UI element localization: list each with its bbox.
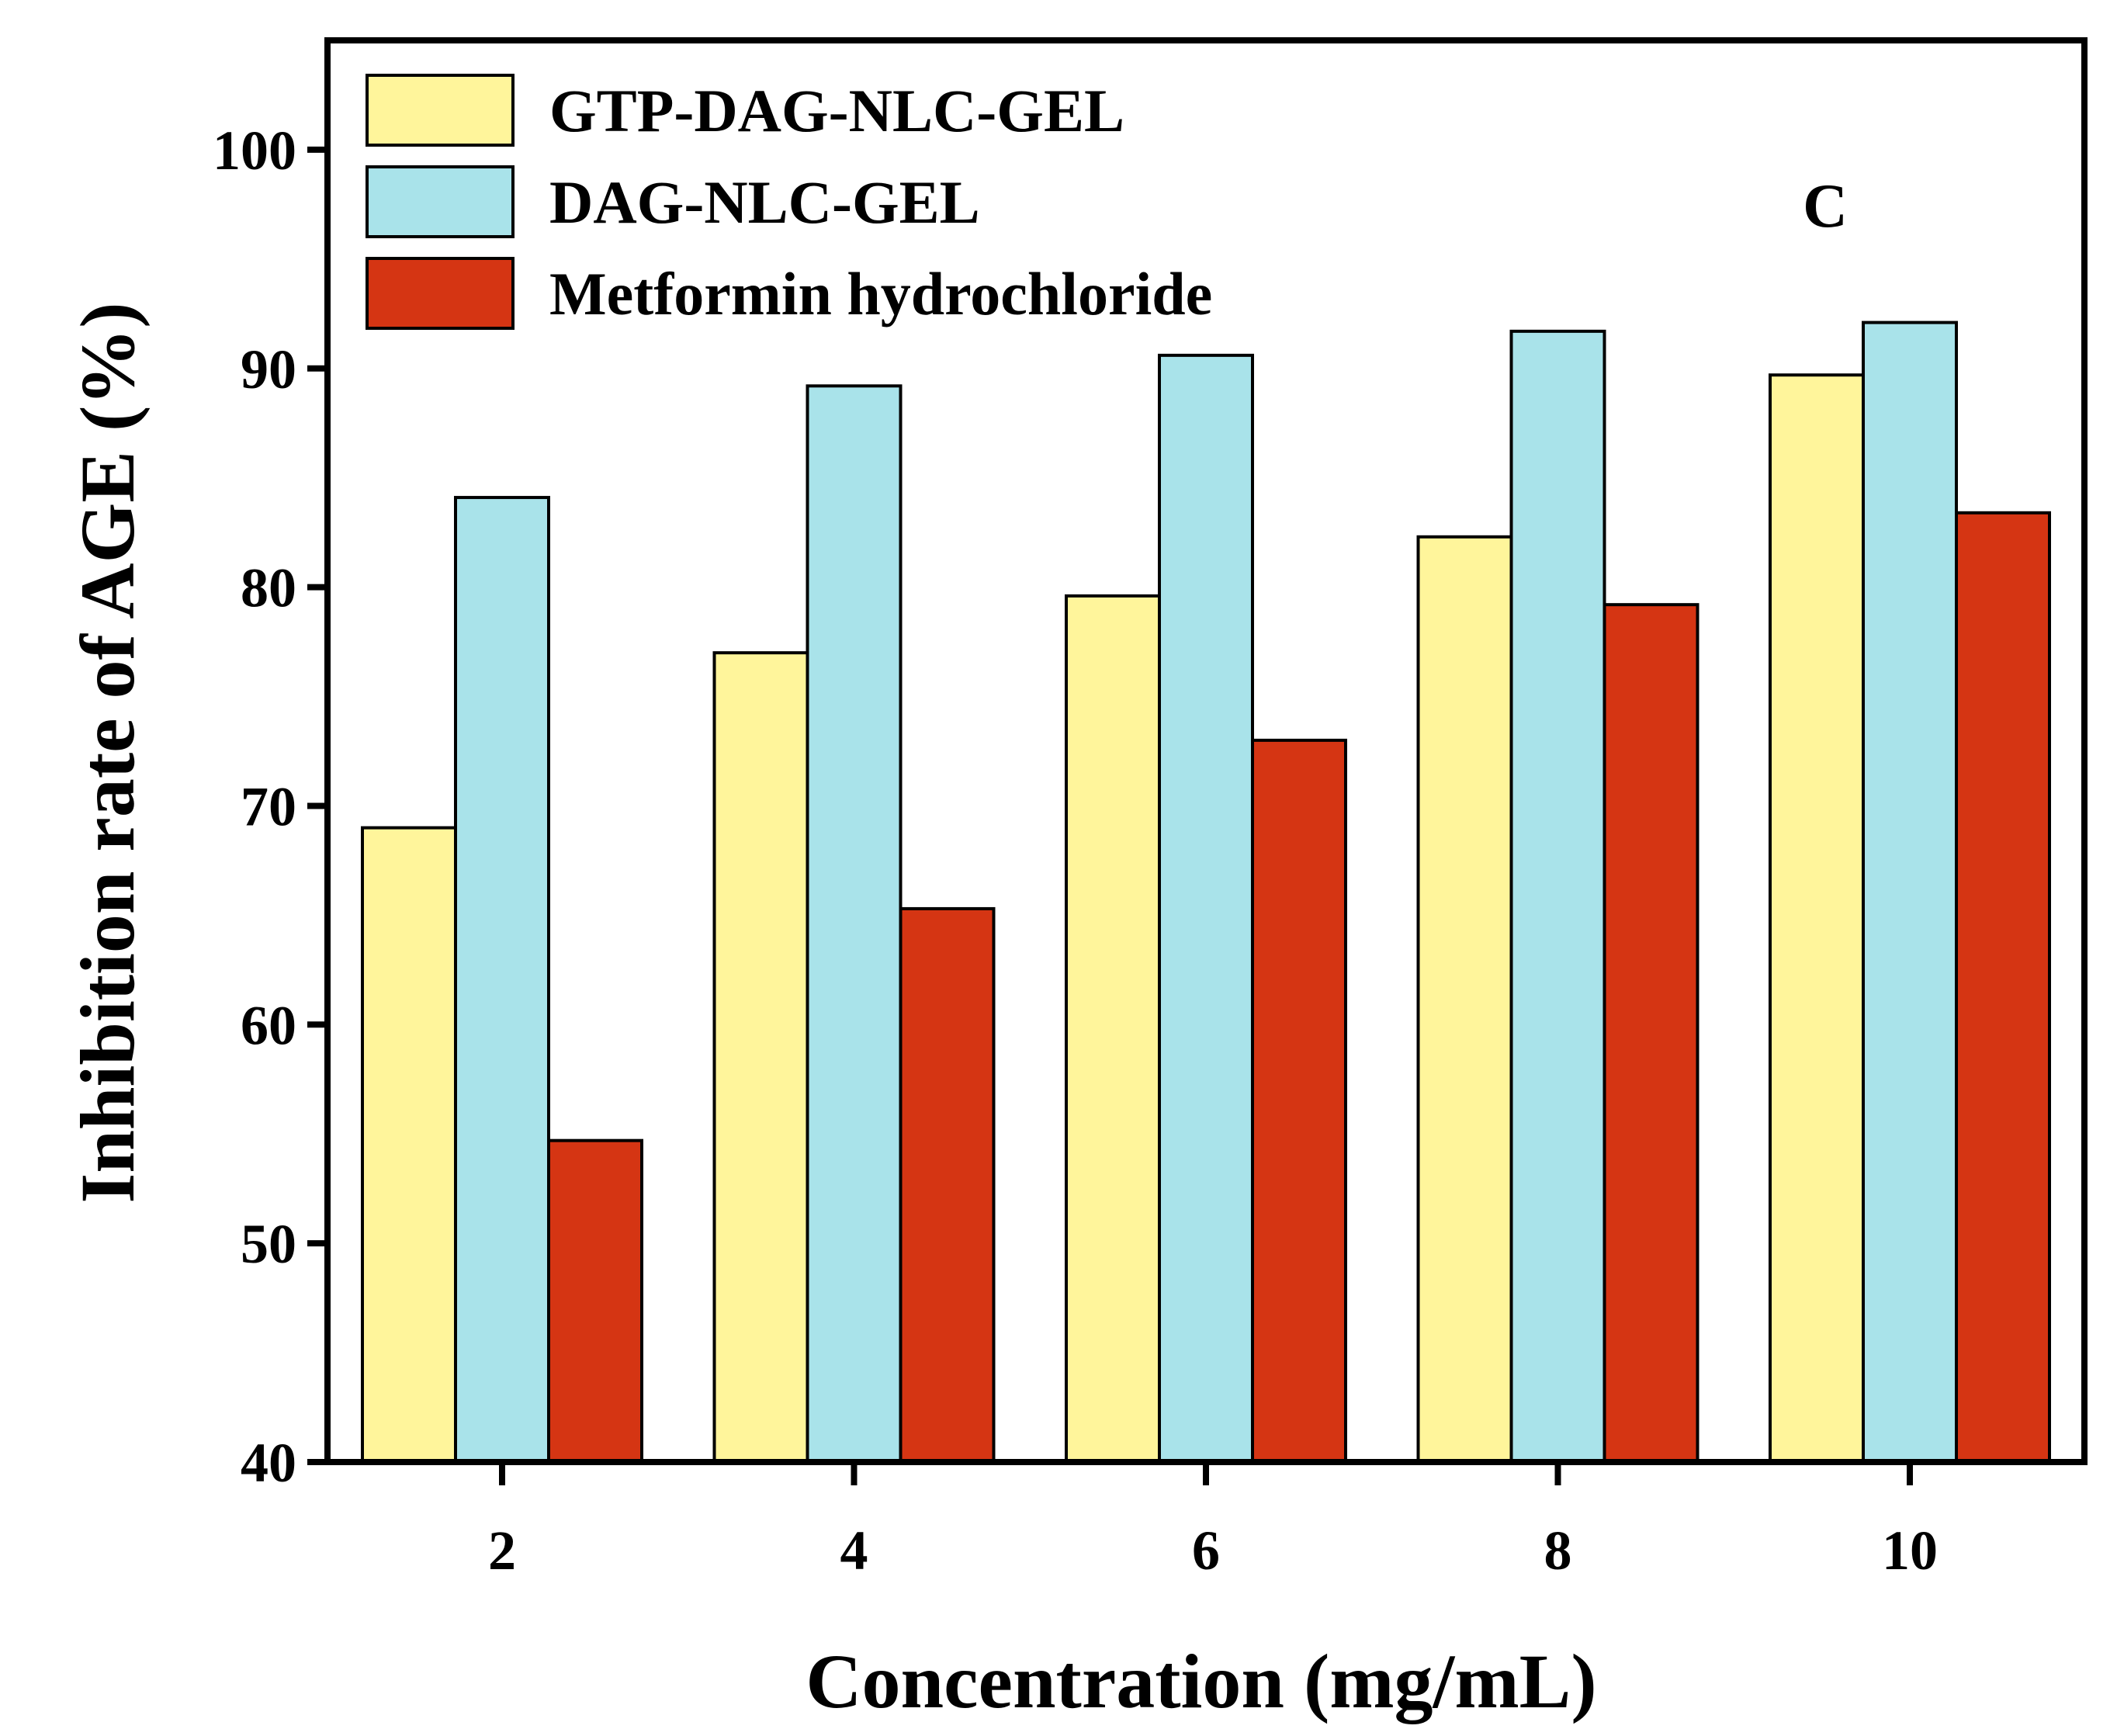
bar-2-cat-2 <box>454 496 550 1464</box>
axes-layer <box>307 37 2088 1485</box>
bar-3-cat-6 <box>1251 738 1347 1464</box>
legend-label-2: DAG-NLC-GEL <box>549 168 980 236</box>
legend-label-3: Metformin hydrochloride <box>549 260 1212 327</box>
y-tick-label-60: 60 <box>241 994 296 1056</box>
legend-swatch-2 <box>366 165 515 238</box>
x-tick-label-8: 8 <box>1544 1519 1572 1582</box>
y-tick-label-90: 90 <box>241 338 296 400</box>
y-axis-title: Inhibition rate of AGE (%) <box>64 302 151 1203</box>
legend-swatch-3 <box>366 257 515 330</box>
bar-1-cat-2 <box>361 826 457 1464</box>
y-tick-label-80: 80 <box>241 557 296 619</box>
panel-label: C <box>1803 172 1848 241</box>
legend-swatch-1 <box>366 74 515 147</box>
y-tick-label-40: 40 <box>241 1432 296 1494</box>
y-tick-labels: 40 50 60 70 80 90 100 <box>213 120 296 1494</box>
bars-layer <box>361 321 2051 1464</box>
x-tick-labels: 2 4 6 8 10 <box>488 1519 1938 1582</box>
bar-3-cat-2 <box>547 1138 643 1464</box>
x-tick-label-6: 6 <box>1192 1519 1220 1582</box>
bar-1-cat-10 <box>1769 373 1865 1464</box>
x-axis-title: Concentration (mg/mL) <box>806 1638 1596 1724</box>
bar-1-cat-4 <box>712 651 809 1464</box>
bar-2-cat-10 <box>1862 321 1958 1464</box>
legend: GTP-DAG-NLC-GEL DAG-NLC-GEL Metformin hydr… <box>366 74 1212 330</box>
bar-3-cat-8 <box>1602 603 1699 1464</box>
y-tick-label-70: 70 <box>241 775 296 837</box>
bar-1-cat-8 <box>1416 535 1513 1464</box>
bar-3-cat-4 <box>899 906 996 1464</box>
y-tick-label-100: 100 <box>213 120 296 182</box>
bar-3-cat-10 <box>1955 511 2051 1464</box>
bar-1-cat-6 <box>1065 594 1161 1464</box>
bar-2-cat-6 <box>1158 353 1254 1464</box>
bar-2-cat-4 <box>806 384 903 1464</box>
bar-2-cat-8 <box>1509 329 1606 1464</box>
x-tick-label-2: 2 <box>488 1519 516 1582</box>
x-tick-label-10: 10 <box>1882 1519 1938 1582</box>
y-tick-label-50: 50 <box>241 1213 296 1275</box>
x-tick-label-4: 4 <box>840 1519 868 1582</box>
legend-label-1: GTP-DAG-NLC-GEL <box>549 77 1124 144</box>
